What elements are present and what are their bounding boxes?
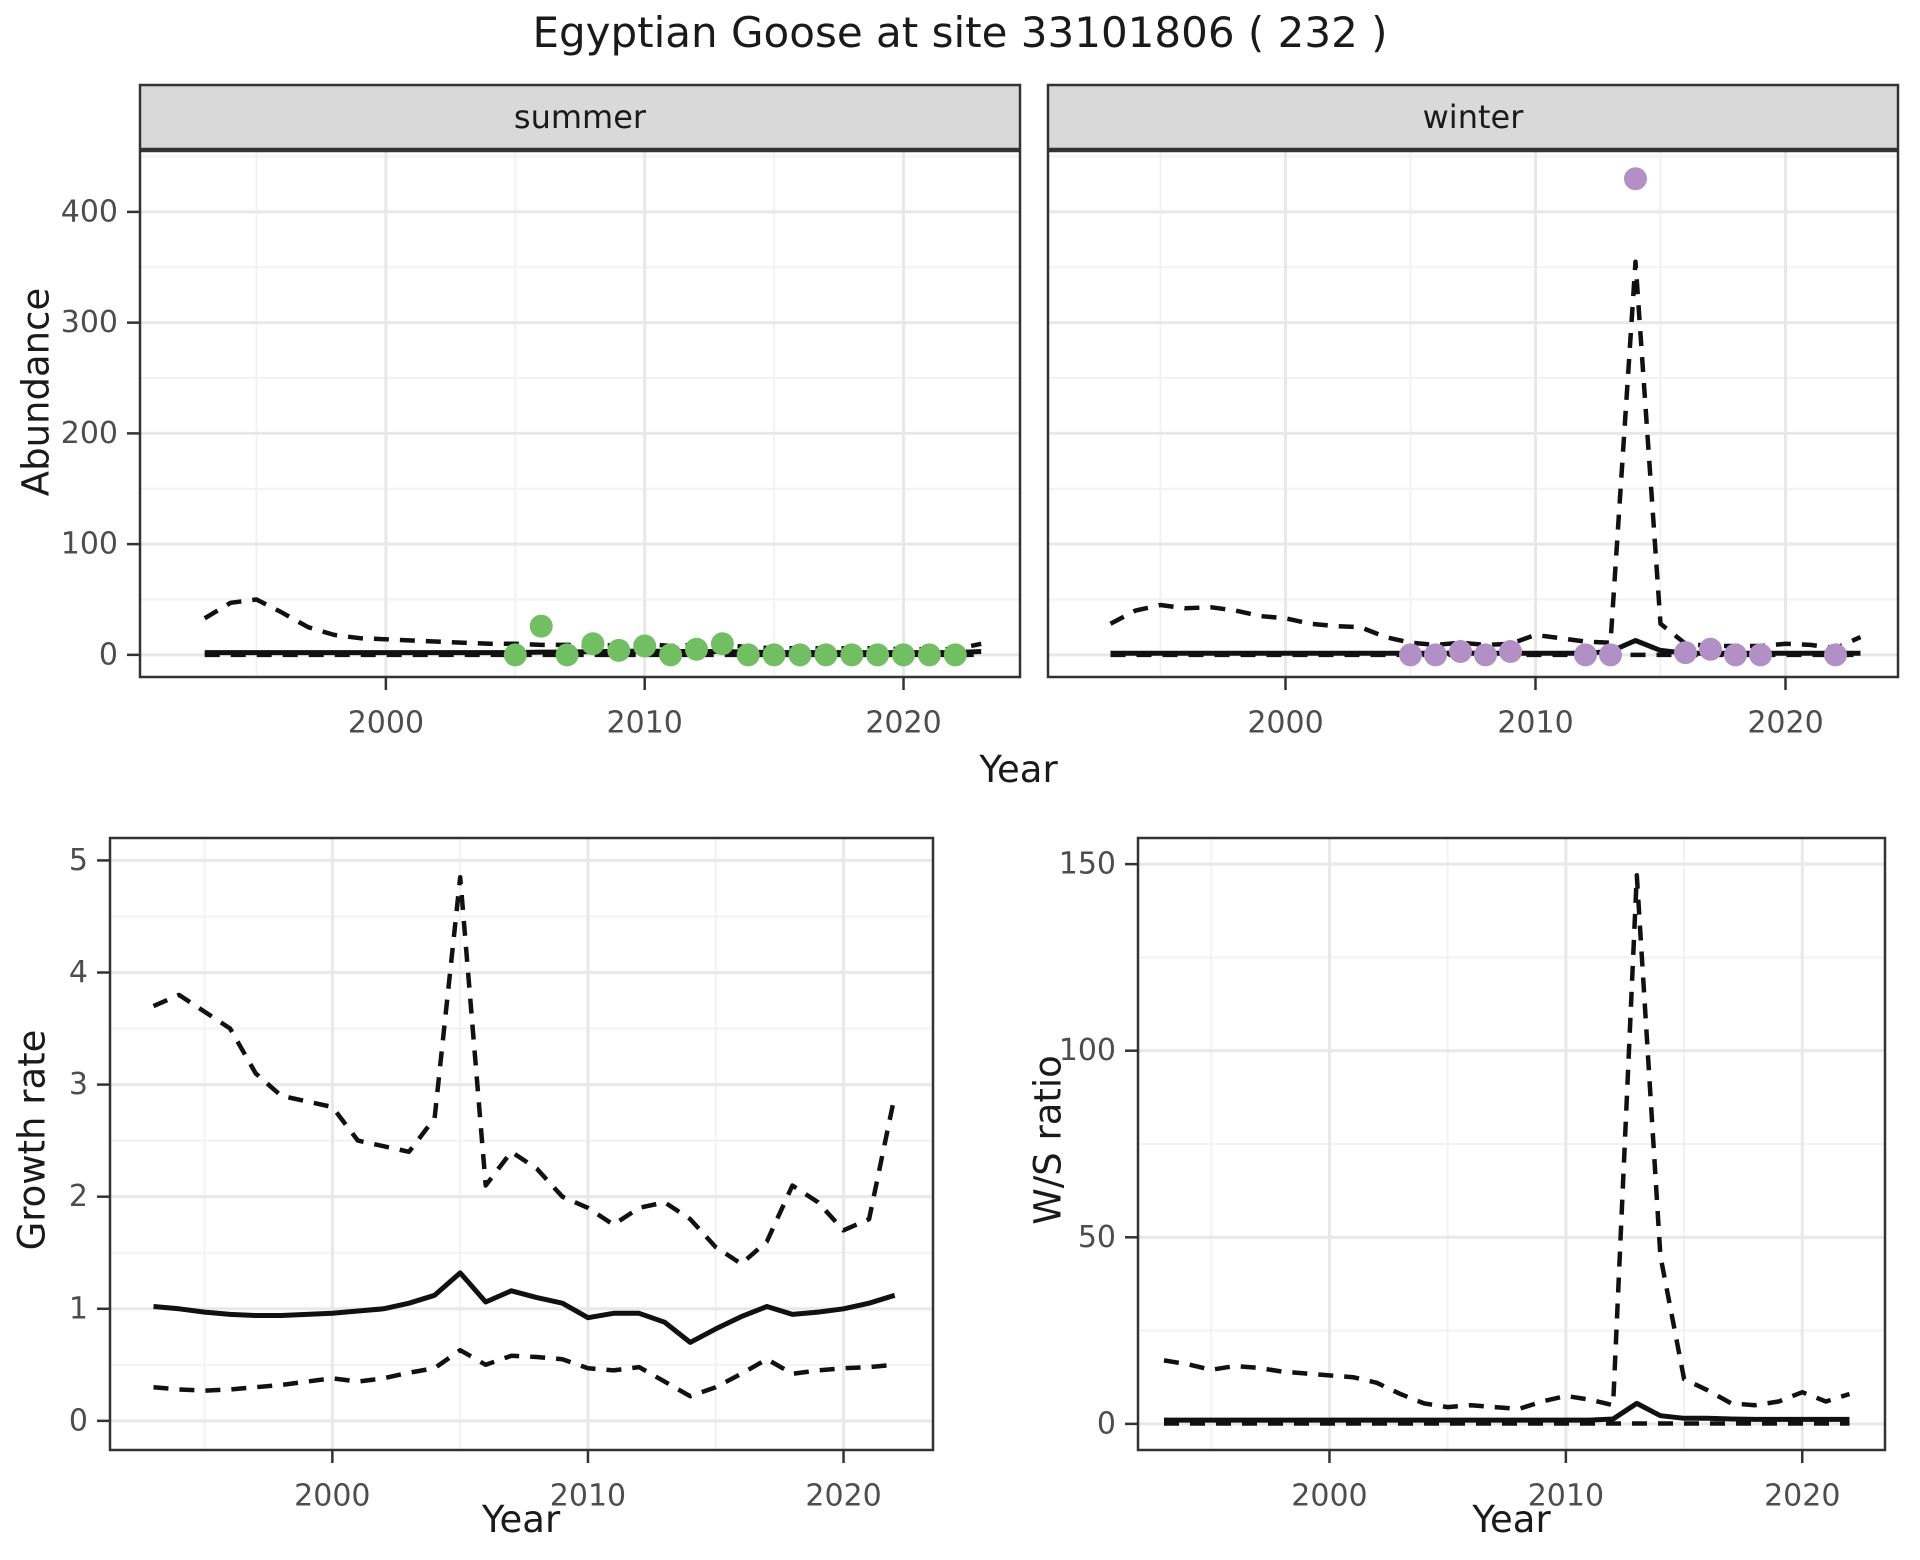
- data-point: [1599, 643, 1622, 667]
- data-point: [736, 643, 760, 667]
- data-point: [1499, 640, 1522, 663]
- gridlines: [110, 838, 933, 1450]
- x-tick-label: 2010: [1497, 706, 1573, 741]
- data-point: [840, 643, 864, 667]
- x-tick-label: 2000: [348, 706, 424, 741]
- data-point: [529, 614, 553, 638]
- data-point: [1624, 167, 1647, 191]
- data-point: [1749, 643, 1772, 667]
- y-tick-label: 50: [1078, 1220, 1116, 1255]
- data-point: [710, 632, 734, 656]
- axis-ticks: 2000 2010 2020 0 100 200 300 400: [61, 194, 942, 740]
- panel-border: [108, 836, 935, 1452]
- data-point: [917, 643, 941, 667]
- data-point: [762, 643, 786, 667]
- facet-strip: [1046, 83, 1900, 151]
- y-tick-label: 1: [69, 1291, 88, 1326]
- y-tick-label: 0: [69, 1403, 88, 1438]
- panel-growth-rate: 2000 2010 2020 0 1 2 3 4 5: [69, 836, 935, 1514]
- upper-ci-line: [152, 874, 897, 1267]
- y-tick-label: 100: [1059, 1033, 1116, 1068]
- data-point: [633, 634, 657, 658]
- observed-counts-summer: [503, 614, 967, 667]
- facet-strip-label: winter: [1423, 98, 1525, 136]
- data-point: [1474, 643, 1497, 667]
- panel-ws-ratio: 2000 2010 2020 0 50 100 150: [1059, 836, 1887, 1514]
- upper-ci-line: [1163, 873, 1851, 1412]
- y-tick-label: 150: [1059, 847, 1116, 882]
- data-point: [1824, 643, 1847, 667]
- y-axis-label-abundance: Abundance: [14, 287, 58, 497]
- data-point: [1399, 643, 1422, 667]
- data-point: [503, 643, 527, 667]
- x-tick-label: 2000: [1247, 706, 1323, 741]
- x-tick-label: 2020: [805, 1479, 881, 1514]
- data-point: [1424, 643, 1447, 667]
- x-tick-label: 2020: [1747, 706, 1823, 741]
- facet-strip: [138, 83, 1022, 151]
- data-point: [788, 643, 812, 667]
- plot-title: Egyptian Goose at site 33101806 ( 232 ): [532, 8, 1388, 57]
- x-tick-label: 2010: [550, 1479, 626, 1514]
- y-axis-label-growth-rate: Growth rate: [10, 1029, 54, 1251]
- x-tick-label: 2020: [865, 706, 941, 741]
- data-point: [555, 643, 579, 667]
- data-point: [659, 643, 683, 667]
- panel-abundance-summer: summer 2000 2010 2020 0 100 200 300 400: [61, 83, 1022, 741]
- x-tick-label: 2020: [1764, 1479, 1840, 1514]
- data-point: [892, 643, 915, 667]
- y-tick-label: 4: [69, 955, 88, 990]
- data-point: [943, 643, 967, 667]
- axis-ticks: 2000 2010 2020: [1247, 677, 1824, 741]
- x-tick-label: 2000: [294, 1479, 370, 1514]
- panel-border: [1136, 836, 1887, 1452]
- y-tick-label: 100: [61, 527, 118, 562]
- data-point: [1699, 637, 1722, 661]
- y-tick-label: 200: [61, 416, 118, 451]
- y-tick-label: 400: [61, 194, 118, 229]
- estimate-line: [1164, 1400, 1850, 1423]
- x-tick-label: 2000: [1291, 1479, 1367, 1514]
- axis-ticks: 2000 2010 2020 0 1 2 3 4 5: [69, 843, 882, 1514]
- data-point: [607, 638, 631, 662]
- panel-abundance-winter: winter 2000 2010 2020: [1046, 83, 1900, 741]
- data-point: [685, 637, 708, 661]
- estimate-line: [153, 1270, 896, 1345]
- y-tick-label: 300: [61, 305, 118, 340]
- observed-counts-winter: [1399, 167, 1847, 667]
- data-point: [866, 643, 890, 667]
- data-point: [1674, 641, 1697, 665]
- x-axis-label-bottom-right: Year: [1472, 1498, 1551, 1541]
- y-tick-label: 0: [1097, 1406, 1116, 1441]
- data-point: [581, 632, 605, 656]
- y-tick-label: 0: [99, 637, 118, 672]
- x-axis-label-bottom-left: Year: [481, 1498, 561, 1541]
- facet-strip-label: summer: [514, 98, 647, 136]
- data-point: [1574, 643, 1597, 667]
- data-point: [1449, 640, 1472, 663]
- y-tick-label: 5: [69, 843, 88, 878]
- data-point: [1724, 643, 1747, 667]
- panel-border: [138, 149, 1022, 679]
- y-axis-label-ws-ratio: W/S ratio: [1026, 1055, 1070, 1225]
- data-point: [814, 643, 838, 667]
- gridlines: [1138, 838, 1885, 1450]
- panel-border: [1046, 149, 1900, 679]
- x-axis-label-top: Year: [979, 748, 1058, 791]
- x-tick-label: 2010: [607, 706, 683, 741]
- x-tick-label: 2010: [1528, 1479, 1604, 1514]
- axis-ticks: 2000 2010 2020 0 50 100 150: [1059, 847, 1841, 1514]
- y-tick-label: 2: [69, 1179, 88, 1214]
- y-tick-label: 3: [69, 1067, 88, 1102]
